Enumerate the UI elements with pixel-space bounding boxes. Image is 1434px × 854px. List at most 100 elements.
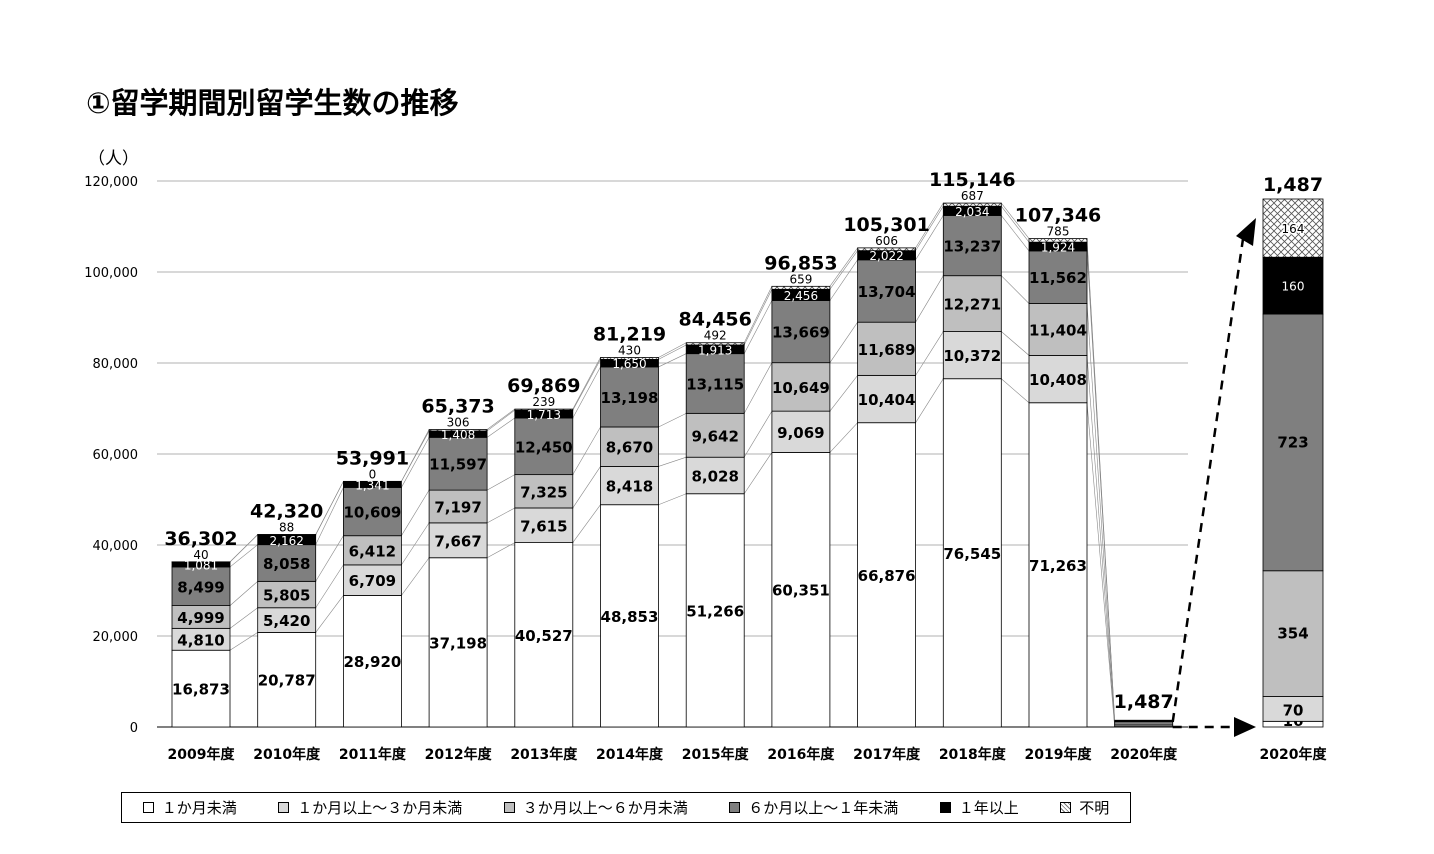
series-connector-line bbox=[315, 535, 344, 582]
bar-segment bbox=[857, 247, 916, 252]
inset-bar-segment bbox=[1262, 570, 1324, 697]
legend-item-3-to-6-months: ３か月以上～６か月未満 bbox=[503, 797, 688, 818]
segment-value-label: 1,341 bbox=[355, 478, 389, 492]
series-connector-line bbox=[915, 215, 944, 260]
total-label: 69,869 bbox=[507, 375, 580, 397]
bar-segment bbox=[857, 422, 916, 728]
x-category-label: 2020年度 bbox=[1110, 746, 1178, 763]
segment-value-label: 10,404 bbox=[858, 391, 916, 409]
total-label: 1,487 bbox=[1114, 691, 1174, 713]
segment-value-label: 11,597 bbox=[429, 456, 487, 474]
series-connector-line bbox=[572, 357, 601, 410]
bar-segment bbox=[342, 564, 402, 596]
series-connector-line bbox=[1001, 275, 1030, 304]
bar-segment bbox=[771, 362, 831, 412]
segment-value-label: 8,028 bbox=[691, 467, 738, 485]
series-connector-line bbox=[829, 259, 858, 301]
total-label: 84,456 bbox=[679, 309, 752, 331]
segment-value-label: 7,615 bbox=[520, 517, 567, 535]
legend-label: ３か月以上～６か月未満 bbox=[522, 799, 688, 817]
segment-value-label: 8,499 bbox=[177, 578, 224, 596]
series-connector-line bbox=[743, 289, 773, 346]
bar-segment bbox=[342, 480, 402, 488]
series-connector-line bbox=[486, 409, 515, 432]
series-connector-line bbox=[229, 632, 258, 651]
legend-label: 不明 bbox=[1079, 799, 1110, 817]
series-connector-line bbox=[658, 344, 687, 360]
bar-segment bbox=[771, 410, 831, 453]
series-connector-line bbox=[229, 544, 258, 568]
gridlines: 0 20,000 40,000 60,000 80,000 100,000 120,000 bbox=[84, 175, 1188, 736]
segment-value-label: 7,197 bbox=[434, 498, 481, 516]
bar-segment bbox=[685, 412, 745, 458]
bar-segment bbox=[942, 378, 1002, 728]
bar-segment bbox=[1114, 721, 1174, 726]
series-connector-line bbox=[572, 504, 601, 543]
x-category-label: 2014年度 bbox=[596, 746, 664, 763]
inset-bar-segment bbox=[1262, 256, 1324, 315]
total-label: 107,346 bbox=[1015, 205, 1102, 227]
segment-value-label: 13,237 bbox=[943, 238, 1001, 256]
segment-value-label: 88 bbox=[279, 520, 294, 534]
bar-segment bbox=[771, 285, 831, 290]
series-connector-line bbox=[743, 300, 773, 354]
series-connector-line bbox=[1001, 215, 1030, 252]
legend-label: １か月未満 bbox=[161, 799, 237, 817]
segment-value-label: 10,408 bbox=[1029, 371, 1087, 389]
total-label: 65,373 bbox=[421, 396, 494, 418]
segment-value-label: 1,081 bbox=[184, 558, 218, 572]
segment-value-label: 1,408 bbox=[441, 428, 475, 442]
series-connector-line bbox=[315, 595, 344, 633]
series-connector-line bbox=[1001, 202, 1030, 239]
series-connector-line bbox=[401, 489, 430, 536]
segment-value-label: 6,412 bbox=[349, 542, 396, 560]
total-label: 115,146 bbox=[929, 169, 1016, 191]
inset-segment-label: 70 bbox=[1283, 701, 1304, 719]
legend-swatch bbox=[503, 802, 515, 813]
series-connector-line bbox=[658, 456, 687, 467]
segment-value-label: 1,924 bbox=[1041, 241, 1075, 255]
segment-value-label: 20,787 bbox=[258, 672, 316, 690]
y-tick-label: 80,000 bbox=[93, 357, 139, 372]
legend-swatch bbox=[278, 802, 290, 813]
legend-item-1-to-3-months: １か月以上～３か月未満 bbox=[278, 797, 462, 818]
segment-value-label: 7,667 bbox=[434, 532, 481, 550]
segment-value-label: 2,456 bbox=[784, 289, 818, 303]
series-connector-line bbox=[315, 481, 344, 535]
legend-swatch bbox=[939, 802, 951, 813]
segment-value-label: 1,650 bbox=[612, 357, 646, 371]
legend-swatch-hatched bbox=[1060, 802, 1072, 813]
y-tick-label: 120,000 bbox=[84, 175, 138, 190]
bar-segment bbox=[257, 632, 317, 728]
segment-value-label: 11,689 bbox=[858, 341, 916, 359]
series-connector-line bbox=[486, 507, 515, 524]
segment-value-label: 687 bbox=[961, 189, 984, 203]
segment-value-label: 13,669 bbox=[772, 324, 830, 342]
series-connector-line bbox=[401, 557, 430, 596]
series-connector-line bbox=[829, 247, 858, 287]
arrowhead-bottom bbox=[1234, 717, 1256, 737]
segment-value-label: 71,263 bbox=[1029, 557, 1087, 575]
bar-segment bbox=[428, 429, 488, 432]
bar-segment bbox=[600, 504, 659, 728]
segment-value-label: 1,913 bbox=[698, 343, 732, 357]
series-connector-line bbox=[915, 275, 944, 323]
segment-value-label: 785 bbox=[1047, 225, 1070, 239]
segment-value-label: 10,649 bbox=[772, 379, 830, 397]
bar-segment bbox=[1028, 303, 1088, 356]
legend-item-over-1-year: １年以上 bbox=[939, 797, 1019, 818]
segment-value-label: 8,058 bbox=[263, 555, 310, 573]
segment-value-label: 48,853 bbox=[601, 608, 659, 626]
bar-segment bbox=[342, 595, 402, 728]
inset-total-label: 1,487 bbox=[1263, 174, 1323, 196]
bar-segment bbox=[257, 544, 317, 582]
bar-segment bbox=[857, 321, 916, 376]
segment-value-label: 4,999 bbox=[177, 609, 224, 627]
bar-segment bbox=[428, 436, 488, 491]
bar-segment bbox=[771, 452, 831, 728]
total-label: 36,302 bbox=[164, 528, 237, 550]
segment-value-label: 10,609 bbox=[343, 504, 401, 522]
series-connector-line bbox=[486, 417, 515, 438]
bar-segment bbox=[685, 342, 745, 346]
series-connector-line bbox=[1001, 206, 1030, 243]
